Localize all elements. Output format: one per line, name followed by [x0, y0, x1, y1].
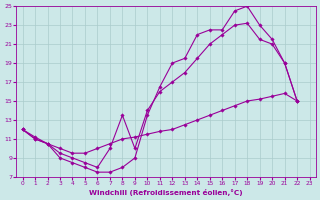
- X-axis label: Windchill (Refroidissement éolien,°C): Windchill (Refroidissement éolien,°C): [89, 189, 243, 196]
